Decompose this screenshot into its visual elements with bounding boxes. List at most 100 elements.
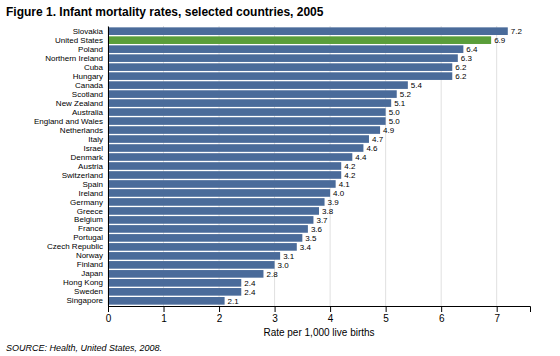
- y-tick-label: Cuba: [84, 63, 104, 72]
- bar: [108, 45, 463, 53]
- annotation: SOURCE: Health, United States, 2008.: [6, 343, 162, 353]
- y-tick: Denmark: [71, 153, 108, 162]
- data-label: 6.4: [466, 45, 478, 54]
- bar: [108, 54, 458, 62]
- data-label: 4.9: [383, 126, 395, 135]
- data-label: 4.2: [344, 171, 356, 180]
- y-tick: Poland: [78, 45, 108, 54]
- bar: [108, 36, 491, 44]
- y-tick: Finland: [77, 260, 108, 269]
- data-label: 4.2: [344, 162, 356, 171]
- y-tick-label: New Zealand: [56, 99, 103, 108]
- data-label: 4.6: [366, 144, 378, 153]
- y-tick-label: Greece: [77, 207, 104, 216]
- y-tick: Sweden: [74, 287, 108, 296]
- data-label: 6.3: [461, 54, 473, 63]
- bar: [108, 297, 225, 305]
- bar: [108, 180, 336, 188]
- bar: [108, 108, 386, 116]
- bar: [108, 234, 302, 242]
- y-tick: Hong Kong: [63, 278, 108, 287]
- y-tick: Australia: [72, 108, 108, 117]
- y-tick-label: France: [78, 224, 103, 233]
- y-tick: Singapore: [67, 296, 108, 305]
- y-tick-label: Switzerland: [62, 171, 103, 180]
- x-tick-mark: [386, 306, 387, 312]
- y-tick-label: United States: [55, 36, 103, 45]
- x-tick-label: 0: [106, 313, 112, 324]
- x-tick: 0: [106, 306, 112, 324]
- data-label: 3.4: [300, 243, 312, 252]
- y-tick-label: Czech Republic: [47, 242, 103, 251]
- x-axis: 01234567: [106, 306, 531, 324]
- y-tick: United States: [55, 36, 108, 45]
- x-tick-label: 3: [272, 313, 278, 324]
- grid: [108, 26, 497, 306]
- y-tick-label: Netherlands: [60, 126, 103, 135]
- data-label: 4.0: [333, 189, 345, 198]
- y-tick-label: Israel: [83, 144, 103, 153]
- x-tick-label: 7: [494, 313, 500, 324]
- y-tick: Austria: [78, 162, 108, 171]
- data-label: 4.4: [355, 153, 367, 162]
- bar: [108, 216, 313, 224]
- y-tick: New Zealand: [56, 99, 108, 108]
- data-label: 5.4: [411, 81, 423, 90]
- data-label: 5.0: [389, 108, 401, 117]
- data-label: 2.1: [228, 297, 240, 306]
- bar: [108, 270, 263, 278]
- bar: [108, 252, 280, 260]
- chart: Figure 1. Infant mortality rates, select…: [0, 0, 560, 356]
- y-tick-label: Australia: [72, 108, 104, 117]
- y-tick-label: Slovakia: [73, 27, 104, 36]
- data-label: 3.9: [328, 198, 340, 207]
- data-label: 3.7: [316, 216, 328, 225]
- plot: 01234567SlovakiaUnited StatesPolandNorth…: [34, 26, 531, 324]
- y-tick-label: Portugal: [73, 233, 103, 242]
- y-tick: England and Wales: [34, 117, 108, 126]
- data-label: 5.2: [400, 90, 412, 99]
- x-tick-mark: [219, 306, 220, 312]
- grid-line: [108, 26, 109, 306]
- bar: [108, 99, 391, 107]
- bar: [108, 189, 330, 197]
- bar: [108, 198, 325, 206]
- y-tick-label: Spain: [83, 180, 103, 189]
- bar: [108, 135, 369, 143]
- title: Figure 1. Infant mortality rates, select…: [6, 5, 324, 19]
- x-tick: 4: [328, 306, 334, 324]
- bars: [108, 27, 508, 304]
- data-labels: 7.26.96.46.36.26.25.45.25.15.05.04.94.74…: [228, 27, 523, 306]
- bar: [108, 126, 380, 134]
- x-tick-mark: [330, 306, 331, 312]
- bar: [108, 171, 341, 179]
- x-tick: 6: [439, 306, 445, 324]
- x-tick: 2: [217, 306, 223, 324]
- x-tick-label: 2: [217, 313, 223, 324]
- x-tick-mark: [497, 306, 498, 312]
- y-tick-label: Northern Ireland: [45, 54, 103, 63]
- x-tick: 7: [494, 306, 500, 324]
- x-tick: 3: [272, 306, 278, 324]
- y-tick-label: Poland: [78, 45, 103, 54]
- grid-line: [496, 26, 497, 306]
- bar: [108, 81, 408, 89]
- y-tick: Northern Ireland: [45, 54, 108, 63]
- bar: [108, 207, 319, 215]
- y-tick: Hungary: [73, 72, 108, 81]
- bar: [108, 27, 508, 35]
- y-tick-label: Ireland: [79, 189, 103, 198]
- y-tick: Spain: [83, 180, 108, 189]
- y-tick-label: Germany: [70, 198, 103, 207]
- y-tick-label: England and Wales: [34, 117, 103, 126]
- x-tick: 5: [383, 306, 389, 324]
- y-tick: Switzerland: [62, 171, 108, 180]
- bar: [108, 279, 241, 287]
- y-tick: Japan: [81, 269, 108, 278]
- x-tick-mark: [275, 306, 276, 312]
- y-tick-label: Scotland: [72, 90, 103, 99]
- y-tick: Belgium: [74, 215, 108, 224]
- data-label: 4.1: [339, 180, 351, 189]
- data-label: 3.1: [283, 252, 295, 261]
- y-tick: France: [78, 224, 108, 233]
